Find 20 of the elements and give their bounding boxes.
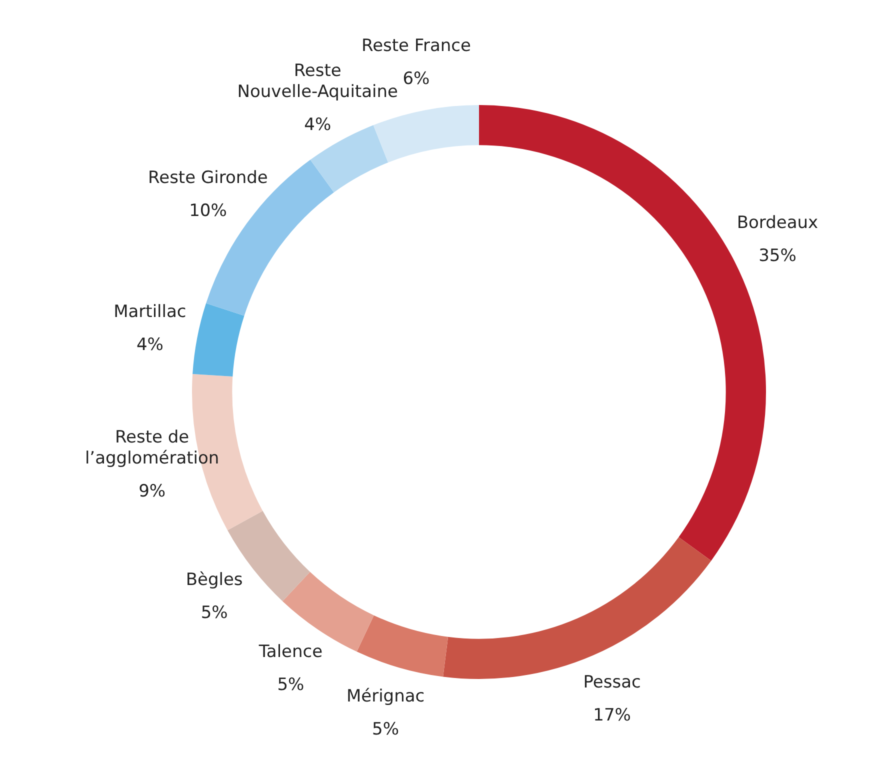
slice-label: Reste Gironde [148,168,268,188]
slice-label: Bordeaux [736,212,818,233]
slice-label: Mérignac [346,686,425,707]
data-label: 5% [200,603,228,624]
data-label: 6% [402,68,430,89]
data-label: 5% [277,674,304,695]
data-label: 5% [372,720,400,740]
data-label: 35% [758,246,796,266]
slice-label: Martillac [114,302,186,322]
slice-label: Reste de l’agglomération [84,428,220,468]
slice-label: Reste Nouvelle-Aquitaine [237,60,398,102]
data-label: 9% [138,482,166,502]
slice-label: Pessac [583,672,641,692]
data-label: 10% [189,201,227,222]
data-label: 17% [593,705,631,726]
data-label: 4% [304,114,332,135]
slice-label: Reste France [362,36,471,56]
slice-label: Bègles [186,570,243,590]
slice-label: Talence [258,642,323,662]
data-label: 4% [136,335,164,356]
